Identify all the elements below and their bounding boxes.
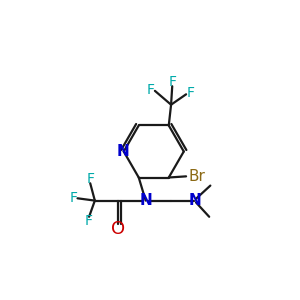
Text: N: N bbox=[116, 144, 129, 159]
Text: Br: Br bbox=[189, 169, 206, 184]
Text: F: F bbox=[85, 214, 93, 228]
Text: F: F bbox=[69, 191, 77, 205]
Text: N: N bbox=[140, 193, 152, 208]
Text: F: F bbox=[147, 83, 155, 97]
Text: F: F bbox=[86, 172, 94, 186]
Text: O: O bbox=[111, 220, 125, 238]
Text: F: F bbox=[186, 86, 194, 100]
Text: N: N bbox=[188, 193, 201, 208]
Text: F: F bbox=[168, 75, 176, 88]
